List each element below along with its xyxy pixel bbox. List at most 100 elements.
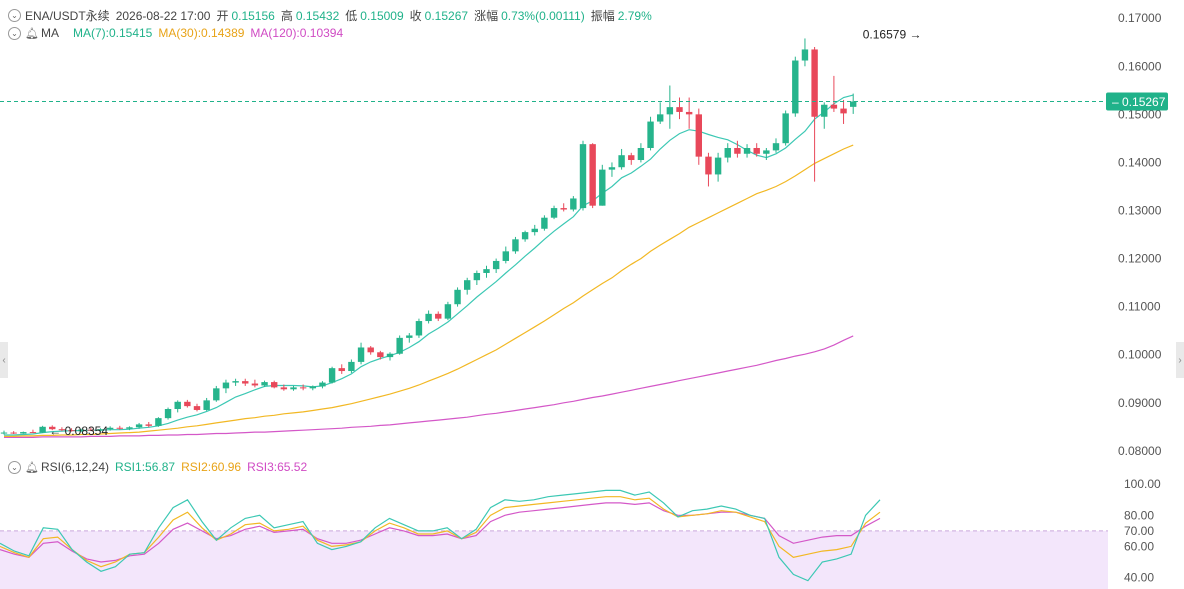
candle (473, 270, 481, 285)
candle-body (483, 269, 490, 273)
scroll-right-handle[interactable]: › (1176, 342, 1184, 378)
candle-body (87, 429, 95, 431)
rsi-legend: ⌄ 🔔︎ RSI(6,12,24) RSI1:56.87 RSI2:60.96 … (8, 460, 313, 474)
candle (734, 140, 741, 158)
candle-body (830, 104, 838, 109)
ma30-line (4, 144, 854, 437)
candle-body (579, 144, 587, 209)
candle (570, 196, 577, 212)
candle-body (550, 208, 558, 218)
price-axis-tick: 0.17000 (1118, 11, 1162, 25)
rsi-indicator-name[interactable]: RSI(6,12,24) (40, 460, 110, 474)
max-price-annotation: 0.16579 → (863, 27, 922, 41)
annotations: – 0.15267 0.16579 → ← 0.08354 (0, 27, 1168, 438)
candle-body (608, 167, 616, 170)
candle (550, 205, 558, 220)
candle-body (348, 361, 355, 372)
candle-body (531, 228, 538, 233)
rsi-axis-tick: 70.00 (1124, 524, 1154, 538)
candle (792, 56, 799, 117)
candle (657, 102, 664, 124)
candle-body (116, 427, 123, 429)
candle (444, 301, 452, 321)
candle (319, 381, 326, 389)
candle-body (97, 429, 104, 431)
collapse-chevron-icon[interactable]: ⌄ (8, 26, 21, 40)
candle-body (637, 147, 645, 161)
candle (821, 102, 828, 129)
open-value: 0.15156 (231, 8, 275, 23)
candle (772, 138, 780, 153)
rsi-axis-tick: 80.00 (1124, 508, 1154, 522)
candle (599, 164, 606, 206)
candle-body (213, 388, 220, 401)
scroll-left-handle[interactable]: ‹ (0, 342, 8, 378)
candle-body (724, 147, 731, 158)
candle-body (454, 289, 461, 305)
high-label: 高 (280, 9, 293, 23)
candle (763, 147, 770, 161)
rsi-axis-tick: 60.00 (1124, 539, 1154, 553)
candle-body (126, 427, 133, 429)
candle-body (309, 386, 316, 389)
ma7-line (4, 94, 854, 436)
candle-body (714, 157, 722, 175)
candle-body (743, 147, 751, 154)
candle (502, 246, 509, 264)
candle-body (435, 313, 442, 319)
candle-body (415, 321, 423, 336)
candle-body (251, 383, 259, 386)
ma-indicator-name[interactable]: MA (40, 26, 59, 40)
candlestick-series (0, 38, 857, 435)
candle-body (541, 217, 548, 229)
low-label: 低 (345, 9, 358, 23)
candle (512, 236, 519, 254)
candle-body (203, 400, 210, 410)
candle (415, 318, 423, 338)
candle-body (570, 198, 577, 210)
collapse-chevron-icon[interactable]: ⌄ (8, 460, 21, 474)
candle-body (492, 260, 500, 270)
ma120-value: MA(120):0.10394 (250, 26, 344, 40)
candle (618, 148, 625, 170)
collapse-chevron-icon[interactable]: ⌄ (8, 9, 21, 22)
candle (850, 93, 857, 114)
amplitude-label: 振幅 (590, 9, 615, 23)
candle-body (377, 352, 384, 358)
candle-body (319, 382, 326, 387)
bell-icon[interactable]: 🔔︎ (25, 461, 39, 474)
candle (560, 203, 567, 212)
candle (541, 215, 548, 231)
candle-body (164, 409, 172, 419)
candle (222, 379, 230, 394)
price-axis-tick: 0.08000 (1118, 444, 1162, 458)
candle-body (850, 101, 857, 107)
candle (242, 378, 249, 386)
candle (116, 425, 123, 430)
candle-body (618, 155, 625, 168)
price-axis-tick: 0.15000 (1118, 107, 1162, 121)
rsi-line-rsi2 (0, 496, 881, 568)
candle-body (763, 150, 770, 154)
candle (328, 366, 336, 384)
bell-icon[interactable]: 🔔︎ (25, 27, 39, 40)
candle (377, 350, 384, 360)
amplitude-value: 2.79% (617, 8, 652, 23)
candle (0, 430, 8, 435)
candle-body (357, 347, 365, 362)
candle-body (502, 251, 509, 261)
candle-body (242, 381, 249, 384)
price-axis-tick: 0.16000 (1118, 59, 1162, 73)
candle-body (406, 335, 413, 338)
candle (203, 397, 210, 411)
high-value: 0.15432 (295, 8, 340, 23)
candle (213, 385, 220, 402)
candle-body (425, 313, 432, 322)
candle (357, 342, 365, 365)
ma120-line (4, 335, 854, 438)
price-axis-tick: 0.10000 (1118, 348, 1162, 362)
candle-body (734, 147, 741, 154)
candle (714, 152, 722, 182)
candle (97, 428, 104, 432)
